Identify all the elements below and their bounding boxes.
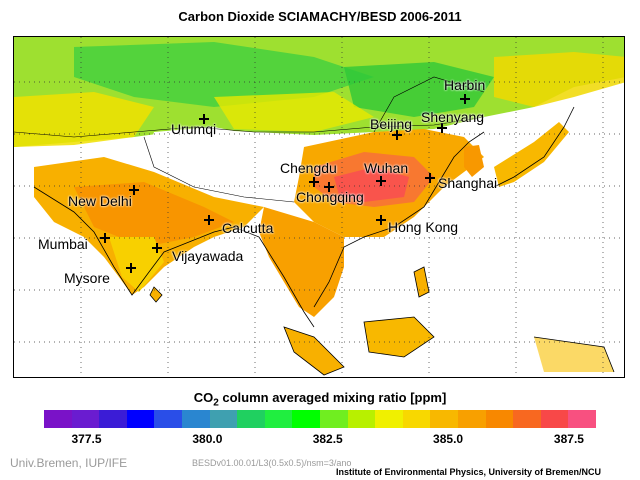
footer-institution: Univ.Bremen, IUP/IFE: [10, 456, 128, 470]
city-label-wuhan: Wuhan: [364, 160, 409, 176]
region-india-orange: [74, 182, 234, 247]
coastline-newguinea: [533, 336, 615, 373]
region-china-core: [334, 167, 409, 202]
colorbar-swatch: [402, 410, 431, 428]
city-label-beijing: Beijing: [370, 116, 413, 132]
map-title: Carbon Dioxide SCIAMACHY/BESD 2006-2011: [178, 9, 462, 24]
city-label-chengdu: Chengdu: [280, 160, 337, 176]
marker-mumbai: [100, 233, 110, 243]
colorbar-swatch: [264, 410, 293, 428]
region-korea: [464, 145, 484, 177]
coastline-japan: [493, 106, 575, 188]
marker-wuhan: [376, 176, 386, 186]
city-label-shanghai: Shanghai: [438, 175, 498, 191]
city-label-harbin: Harbin: [444, 77, 486, 93]
colorbar-tick-label: 382.5: [312, 432, 343, 446]
colorbar-swatch: [568, 410, 596, 428]
region-seasia: [259, 207, 344, 317]
colorbar-tick-label: 385.0: [433, 432, 464, 446]
city-label-mysore: Mysore: [64, 270, 110, 286]
marker-mysore: [126, 263, 136, 273]
region-sumatra: [284, 327, 344, 375]
marker-chongqing: [324, 182, 334, 192]
marker-calcutta: [204, 215, 214, 225]
colorbar-swatch: [347, 410, 376, 428]
marker-newdelhi: [129, 185, 139, 195]
coastline-china: [258, 131, 485, 328]
city-label-urumqi: Urumqi: [171, 121, 217, 137]
graticule: [14, 37, 624, 377]
city-label-mumbai: Mumbai: [38, 236, 88, 252]
region-borneo: [364, 317, 434, 357]
coastline-borneo: [363, 316, 435, 358]
colorbar-swatch: [513, 410, 541, 428]
border-lines: [14, 76, 485, 203]
coastline-india: [33, 186, 260, 296]
co2-map: Harbin Shenyang Beijing Urumqi Chengdu W…: [13, 36, 625, 378]
marker-hongkong: [376, 215, 386, 225]
city-label-chongqing: Chongqing: [296, 189, 364, 205]
coastline-srilanka: [149, 286, 163, 303]
region-india-south: [109, 237, 164, 292]
colorbar-swatch: [319, 410, 348, 428]
city-label-shenyang: Shenyang: [421, 109, 485, 125]
city-markers: [100, 94, 470, 273]
marker-vijayawada: [152, 243, 162, 253]
footer-version: BESDv01.00.01/L3(0.5x0.5)/nsm=3/ano: [192, 458, 352, 468]
colorbar-swatch: [485, 410, 514, 428]
colorbar-swatch: [540, 410, 569, 428]
colorbar-swatch: [209, 410, 238, 428]
city-label-calcutta: Calcutta: [222, 220, 274, 236]
region-mongolia-green: [344, 62, 494, 117]
coastline-sumatra: [283, 326, 345, 376]
legend-title-prefix: CO: [193, 390, 214, 405]
city-label-hongkong: Hong Kong: [388, 219, 459, 235]
colorbar-swatch: [99, 410, 127, 428]
region-tibet-nodata: [144, 127, 314, 192]
city-label-newdelhi: New Delhi: [68, 193, 132, 209]
marker-urumqi: [199, 114, 209, 124]
region-japan: [494, 122, 569, 187]
marker-harbin: [460, 94, 470, 104]
colorbar-swatch: [154, 410, 182, 428]
colorbar-swatch: [430, 410, 458, 428]
legend-title-suffix: column averaged mixing ratio [ppm]: [218, 390, 447, 405]
legend-title: CO2 column averaged mixing ratio [ppm]: [0, 390, 640, 409]
region-north-green: [74, 42, 374, 107]
region-northeast-yellow: [494, 52, 624, 107]
marker-chengdu: [309, 177, 319, 187]
colorbar-swatch: [126, 410, 155, 428]
colorbar-swatch: [375, 410, 403, 428]
legend-title-sub: 2: [213, 397, 219, 409]
marker-beijing: [392, 130, 402, 140]
colorbar-tick-label: 377.5: [71, 432, 102, 446]
map-layers: [14, 37, 624, 377]
colorbar-swatch: [292, 410, 320, 428]
region-mongolia-yellow: [214, 92, 374, 132]
marker-shenyang: [437, 123, 447, 133]
colorbar-swatch: [457, 410, 486, 428]
city-label-vijayawada: Vijayawada: [172, 248, 244, 264]
colorbar-tick-label: 380.0: [192, 432, 223, 446]
colorbar-tick-label: 387.5: [553, 432, 584, 446]
marker-shanghai: [425, 173, 435, 183]
colorbar-swatch: [181, 410, 210, 428]
colorbar-swatch: [237, 410, 265, 428]
colorbar-swatch: [44, 410, 72, 428]
footer-credit: Institute of Environmental Physics, Univ…: [336, 467, 602, 477]
colorbar-swatch: [71, 410, 100, 428]
colorbar: [44, 410, 596, 428]
